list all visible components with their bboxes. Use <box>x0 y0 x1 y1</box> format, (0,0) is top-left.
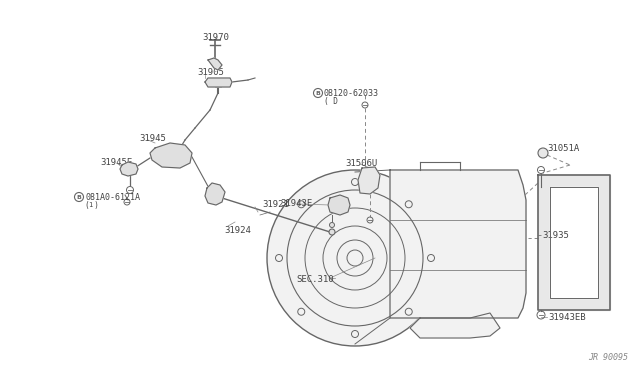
Circle shape <box>330 222 335 228</box>
Text: JR 90095: JR 90095 <box>588 353 628 362</box>
Polygon shape <box>120 162 138 176</box>
Text: 31905: 31905 <box>197 67 224 77</box>
Polygon shape <box>390 170 526 318</box>
Polygon shape <box>538 175 610 310</box>
Polygon shape <box>150 143 192 168</box>
Text: 1: 1 <box>88 202 93 208</box>
Text: ( D: ( D <box>324 96 338 106</box>
Text: 31970: 31970 <box>202 32 229 42</box>
Text: 31943EB: 31943EB <box>548 314 586 323</box>
Polygon shape <box>358 167 380 194</box>
Polygon shape <box>208 58 222 70</box>
Polygon shape <box>205 78 232 87</box>
Text: 081A0-6121A: 081A0-6121A <box>85 192 140 202</box>
Text: SEC.310: SEC.310 <box>296 276 333 285</box>
Text: B: B <box>77 195 81 199</box>
Text: 31945E: 31945E <box>100 157 132 167</box>
Text: 31924: 31924 <box>224 225 251 234</box>
Circle shape <box>538 148 548 158</box>
Text: 08120-62033: 08120-62033 <box>324 89 379 97</box>
Text: ( ): ( ) <box>85 201 99 209</box>
Text: 31051A: 31051A <box>547 144 579 153</box>
Polygon shape <box>410 313 500 338</box>
Polygon shape <box>205 183 225 205</box>
Text: 31506U: 31506U <box>345 158 377 167</box>
Circle shape <box>329 229 335 235</box>
Polygon shape <box>328 195 350 215</box>
Text: 31921: 31921 <box>262 199 289 208</box>
Text: 31943E: 31943E <box>280 199 312 208</box>
Text: B: B <box>316 90 321 96</box>
Circle shape <box>267 170 443 346</box>
Polygon shape <box>550 187 598 298</box>
Text: 31945: 31945 <box>139 134 166 142</box>
Text: 31935: 31935 <box>542 231 569 240</box>
